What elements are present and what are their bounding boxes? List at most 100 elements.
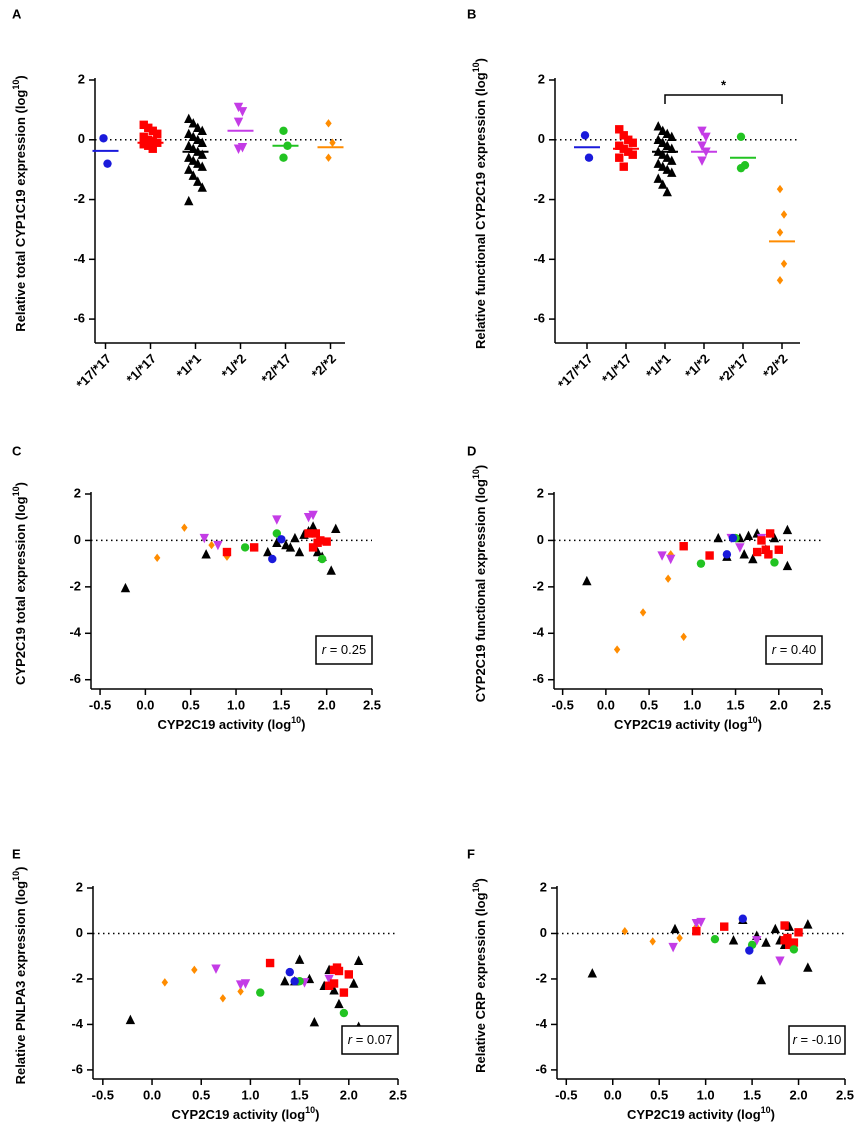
text-part: CYP2C19 activity (log	[614, 717, 748, 732]
data-point	[197, 125, 207, 136]
text-part: Relative total CYP1C19 expression (log	[13, 90, 28, 332]
data-point	[188, 170, 198, 180]
x-tick-label: 1.0	[241, 1087, 259, 1102]
y-axis-title: CYP2C19 functional expression (log10)	[471, 465, 488, 703]
data-point	[322, 537, 331, 546]
y-tick-label: 2	[537, 485, 544, 500]
text-part: r	[772, 642, 777, 657]
y-tick-label: -6	[535, 1061, 547, 1076]
data-point	[649, 937, 656, 946]
x-tick-label: 1.5	[272, 697, 290, 712]
data-point	[325, 153, 332, 162]
data-point	[670, 923, 680, 934]
y-tick-label: 2	[540, 879, 547, 894]
annotation-box	[765, 635, 823, 665]
data-point	[756, 974, 767, 985]
data-point	[582, 575, 592, 586]
data-point	[722, 550, 732, 559]
data-point	[148, 144, 157, 153]
data-point	[184, 128, 194, 138]
text-part: )	[301, 717, 305, 732]
y-tick-label: 2	[78, 71, 85, 86]
panel-label: C	[12, 443, 22, 458]
data-point	[785, 940, 794, 950]
data-point	[770, 558, 779, 567]
data-point	[780, 210, 788, 219]
data-point	[326, 565, 336, 575]
data-point	[705, 551, 714, 560]
text-part: 10	[761, 1105, 771, 1115]
data-point	[789, 945, 799, 954]
data-point	[701, 132, 711, 142]
data-point	[285, 967, 294, 977]
data-point	[653, 173, 663, 183]
data-point	[280, 976, 290, 986]
data-point	[334, 966, 344, 976]
data-point	[769, 532, 780, 543]
x-tick-label: 0.5	[640, 697, 658, 712]
data-point	[184, 195, 194, 206]
y-tick-label: 0	[538, 131, 545, 146]
data-point	[188, 143, 198, 153]
y-tick-label: -2	[533, 191, 545, 206]
data-point	[197, 149, 207, 159]
text-part: 10	[291, 715, 301, 725]
y-tick-label: -6	[71, 1061, 83, 1076]
data-point	[735, 543, 745, 553]
data-point	[780, 259, 788, 269]
y-axis-title: Relative PNLPA3 expression (log10)	[11, 867, 28, 1085]
correlation-label: r = -0.10	[793, 1032, 842, 1047]
y-axis-title: Relative functional CYP2C19 expression (…	[471, 58, 488, 349]
data-point	[125, 1014, 136, 1025]
x-axis-title: CYP2C19 activity (log10)	[171, 1105, 319, 1122]
text-part: )	[758, 717, 762, 732]
data-point	[290, 532, 300, 543]
panel-label: A	[12, 6, 22, 21]
data-point	[272, 515, 282, 525]
x-tick-label: *1/*2	[682, 351, 713, 382]
data-point	[776, 276, 784, 285]
data-point	[764, 550, 773, 559]
data-point	[144, 123, 153, 133]
x-tick-label: 2.5	[836, 1087, 854, 1102]
data-point	[667, 155, 677, 165]
data-point	[662, 186, 672, 197]
data-point	[696, 559, 706, 568]
x-tick-label: -0.5	[555, 1087, 577, 1102]
panel-label: D	[467, 443, 476, 458]
data-point	[697, 126, 707, 137]
text-part: r	[348, 1032, 353, 1047]
y-tick-label: 0	[78, 131, 85, 146]
data-point	[615, 141, 624, 150]
text-part: CYP2C19 activity (log	[157, 717, 291, 732]
data-point	[770, 923, 781, 934]
x-tick-label: 1.5	[743, 1087, 761, 1102]
data-point	[621, 927, 629, 936]
data-point	[658, 125, 668, 136]
data-point	[148, 126, 157, 136]
data-point	[580, 131, 590, 140]
text-part: )	[473, 878, 488, 882]
y-tick-label: 0	[537, 532, 544, 547]
data-point	[153, 129, 162, 138]
data-point	[188, 131, 198, 141]
data-point	[317, 554, 327, 564]
data-point	[743, 530, 754, 540]
x-tick-label: 2.0	[770, 697, 788, 712]
text-part: CYP2C19 functional expression (log	[473, 479, 488, 702]
data-point	[240, 979, 251, 989]
y-tick-label: -6	[533, 311, 545, 326]
data-point	[222, 547, 232, 557]
data-point	[662, 152, 672, 162]
data-point	[188, 118, 198, 128]
data-point	[613, 645, 621, 654]
data-point	[148, 137, 157, 146]
y-tick-label: 0	[76, 925, 83, 940]
data-point	[279, 126, 288, 136]
data-point	[197, 161, 207, 171]
data-point	[324, 981, 334, 990]
data-point	[736, 163, 746, 173]
y-tick-label: -2	[71, 970, 83, 985]
text-part: )	[13, 867, 28, 871]
data-point	[268, 554, 277, 564]
